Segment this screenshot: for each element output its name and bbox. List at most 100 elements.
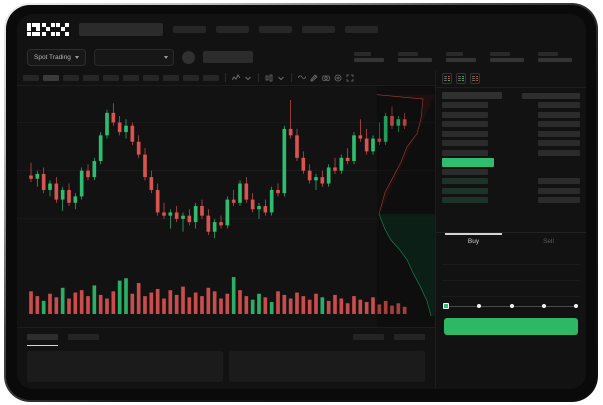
amount-field[interactable] bbox=[442, 281, 580, 297]
timeframe-button-5[interactable] bbox=[103, 74, 119, 81]
okx-logo[interactable] bbox=[27, 22, 69, 36]
orderbook-row[interactable] bbox=[442, 149, 580, 156]
orders-panel bbox=[17, 327, 435, 389]
market-stat-3 bbox=[446, 51, 476, 63]
market-stat-5 bbox=[538, 51, 572, 63]
orderbook-row[interactable] bbox=[442, 187, 580, 194]
search-input[interactable] bbox=[79, 22, 163, 36]
orders-action-1[interactable] bbox=[353, 334, 384, 340]
orderbook-view-asks-icon[interactable] bbox=[470, 73, 480, 84]
nav-item-2[interactable] bbox=[216, 25, 249, 33]
chevron-down-icon bbox=[163, 55, 168, 59]
orders-tabs bbox=[17, 328, 435, 346]
stat-label bbox=[446, 51, 463, 56]
settings-icon[interactable] bbox=[334, 74, 342, 82]
nav-item-5[interactable] bbox=[345, 25, 378, 33]
okx-logo-k bbox=[41, 22, 55, 36]
submit-order-area bbox=[436, 315, 586, 341]
timeframe-button-3[interactable] bbox=[63, 74, 79, 81]
orderbook-column: Buy Sell bbox=[435, 70, 586, 389]
slider-stop-100[interactable] bbox=[574, 304, 578, 308]
timeframe-button-10[interactable] bbox=[203, 74, 219, 81]
price-chart[interactable] bbox=[17, 86, 435, 327]
device-screen: Spot Trading bbox=[17, 14, 586, 389]
orderbook-row[interactable] bbox=[442, 168, 580, 175]
slider-stop-75[interactable] bbox=[541, 304, 546, 308]
market-subheader: Spot Trading bbox=[17, 44, 586, 70]
orders-actions bbox=[353, 334, 425, 340]
chart-column bbox=[17, 70, 435, 389]
buy-button[interactable] bbox=[444, 318, 578, 335]
orderbook-row[interactable] bbox=[442, 130, 580, 137]
slider-handle[interactable] bbox=[443, 303, 449, 309]
nav-item-3[interactable] bbox=[259, 25, 292, 33]
stat-label bbox=[354, 51, 371, 56]
okx-logo-o bbox=[27, 22, 40, 36]
tab-sell[interactable]: Sell bbox=[543, 237, 554, 245]
orderbook-row[interactable] bbox=[442, 111, 580, 118]
orderbook-mark-price bbox=[442, 157, 580, 167]
market-stat-1 bbox=[354, 51, 384, 63]
candlestick-chart-canvas bbox=[17, 86, 435, 327]
toolbar-divider bbox=[225, 73, 226, 82]
tab-order-history[interactable] bbox=[68, 334, 99, 340]
camera-icon[interactable] bbox=[322, 74, 330, 82]
slider-stop-25[interactable] bbox=[477, 304, 482, 308]
orders-panel-left[interactable] bbox=[27, 351, 223, 382]
stat-value bbox=[446, 58, 476, 63]
timeframe-button-1[interactable] bbox=[23, 74, 39, 81]
timeframe-button-7[interactable] bbox=[143, 74, 159, 81]
orderbook-row[interactable] bbox=[442, 102, 580, 109]
orderbook-row[interactable] bbox=[442, 121, 580, 128]
orderbook-header bbox=[436, 70, 586, 88]
pair-coin-avatar bbox=[181, 50, 195, 64]
orderbook-row[interactable] bbox=[442, 140, 580, 147]
trading-pair-select[interactable] bbox=[93, 48, 174, 66]
top-navigation-bar bbox=[17, 14, 586, 44]
orderbook-view-bids-icon[interactable] bbox=[456, 73, 466, 84]
trade-side-tabs: Buy Sell bbox=[436, 232, 586, 249]
tab-buy[interactable]: Buy bbox=[436, 233, 511, 249]
stat-value bbox=[490, 58, 524, 63]
stat-value bbox=[398, 58, 432, 63]
orderbook-row[interactable] bbox=[442, 197, 580, 204]
line-tool-icon[interactable] bbox=[298, 74, 306, 82]
price-field[interactable] bbox=[442, 265, 580, 281]
market-type-dropdown[interactable]: Spot Trading bbox=[27, 48, 86, 66]
chevron-down-icon[interactable] bbox=[244, 74, 252, 82]
orderbook-view-both-icon[interactable] bbox=[442, 73, 452, 84]
slider-track[interactable] bbox=[443, 303, 578, 309]
brush-icon[interactable] bbox=[310, 73, 318, 82]
nav-item-1[interactable] bbox=[173, 25, 206, 33]
orders-panel-right[interactable] bbox=[229, 351, 425, 382]
order-type-field[interactable] bbox=[442, 249, 580, 265]
compare-icon[interactable] bbox=[265, 74, 273, 82]
amount-slider[interactable] bbox=[436, 297, 586, 315]
orders-action-2[interactable] bbox=[394, 334, 425, 340]
market-stats bbox=[354, 51, 576, 63]
chart-toolbar bbox=[17, 70, 435, 86]
orderbook-list[interactable] bbox=[436, 88, 586, 232]
nav-item-4[interactable] bbox=[302, 25, 335, 33]
toolbar-divider bbox=[291, 73, 292, 82]
stat-label bbox=[398, 51, 418, 56]
fullscreen-icon[interactable] bbox=[346, 74, 354, 82]
market-stat-2 bbox=[398, 51, 432, 63]
slider-stop-50[interactable] bbox=[509, 304, 514, 308]
orderbook-column-headers bbox=[442, 92, 580, 99]
okx-logo-x bbox=[56, 22, 69, 36]
indicator-icon[interactable] bbox=[232, 73, 240, 82]
last-price-value bbox=[202, 51, 253, 63]
timeframe-button-8[interactable] bbox=[163, 74, 179, 81]
stat-label bbox=[490, 51, 510, 56]
chevron-down-icon[interactable] bbox=[277, 74, 285, 82]
okx-trading-app: Spot Trading bbox=[17, 14, 586, 389]
timeframe-button-4[interactable] bbox=[83, 74, 99, 81]
stat-label bbox=[538, 51, 558, 56]
stat-value bbox=[538, 58, 572, 63]
tab-open-orders[interactable] bbox=[27, 334, 58, 346]
orderbook-row[interactable] bbox=[442, 178, 580, 185]
timeframe-button-2[interactable] bbox=[43, 74, 59, 81]
timeframe-button-9[interactable] bbox=[183, 74, 199, 81]
timeframe-button-6[interactable] bbox=[123, 74, 139, 81]
